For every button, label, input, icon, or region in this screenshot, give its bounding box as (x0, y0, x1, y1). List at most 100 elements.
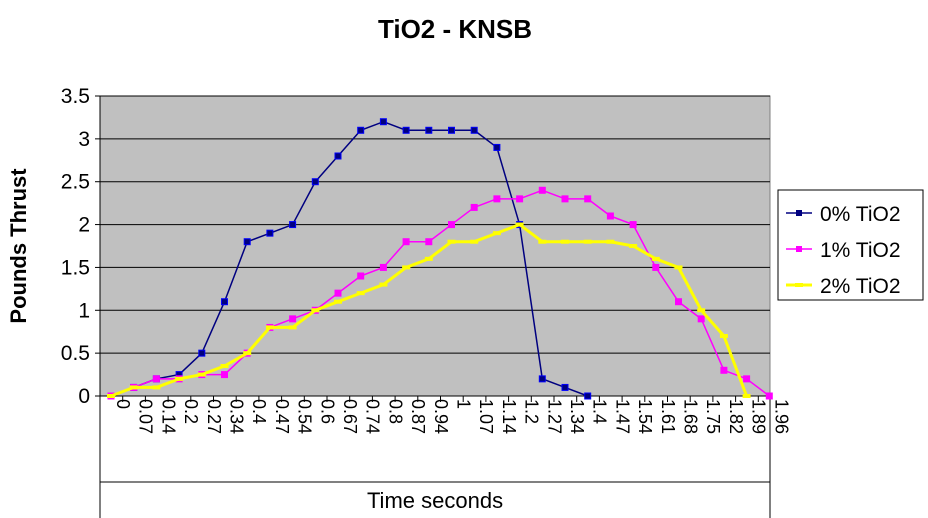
data-point (198, 349, 206, 357)
data-point (425, 238, 433, 246)
x-tick-label: 0.54 (295, 399, 315, 434)
data-point (743, 375, 751, 383)
data-point (424, 256, 433, 261)
y-tick-label: 3.5 (61, 85, 90, 108)
data-point (561, 195, 569, 203)
grid-lines (100, 95, 770, 354)
data-point (107, 394, 115, 398)
data-point (765, 392, 773, 400)
x-tick-label: 0.87 (408, 399, 428, 434)
data-point (334, 289, 342, 297)
series-lines (107, 118, 773, 400)
data-point (493, 143, 501, 151)
y-tick-label: 0.5 (61, 342, 90, 365)
series-line (110, 189, 770, 397)
chart-title: TiO2 - KNSB (378, 14, 532, 44)
data-point (334, 299, 342, 304)
x-tick-label: 1.14 (499, 399, 519, 434)
data-point (470, 126, 478, 134)
x-tick-label: 1.89 (749, 399, 769, 434)
data-point (470, 239, 479, 244)
data-point (265, 325, 274, 330)
data-point (561, 239, 569, 244)
data-point (357, 272, 365, 280)
data-point (221, 371, 228, 379)
x-tick-label: 1.2 (522, 399, 542, 424)
data-point (243, 238, 251, 246)
x-tick-label: 1.68 (681, 399, 701, 434)
data-point (425, 126, 433, 134)
data-point (152, 385, 161, 390)
legend-swatch-marker (795, 283, 803, 287)
legend-entries: 0% TiO2 1% TiO2 2% TiO2 (786, 203, 901, 298)
data-point (675, 298, 682, 306)
data-point (175, 376, 184, 381)
data-point (674, 265, 683, 270)
data-point (288, 325, 297, 330)
data-point (561, 383, 569, 391)
legend-label: 1% TiO2 (820, 239, 901, 262)
series-line (110, 120, 588, 397)
x-tick-label: 1.82 (726, 399, 746, 434)
legend-swatch-marker (796, 246, 802, 252)
legend (777, 189, 924, 301)
x-tick-label: 0.74 (363, 399, 383, 434)
x-tick-label: 0.8 (385, 399, 405, 424)
x-tick-label: 1.96 (771, 399, 791, 434)
data-point (538, 375, 546, 383)
data-point (584, 195, 592, 203)
x-tick-label: 1.61 (658, 399, 678, 434)
data-point (448, 221, 455, 229)
data-point (606, 239, 615, 244)
y-tick-label: 1 (78, 299, 90, 322)
series-2 (107, 222, 751, 398)
plot-area (99, 95, 771, 397)
data-point (220, 364, 229, 368)
data-point (515, 222, 524, 227)
data-point (334, 152, 342, 160)
data-point (583, 239, 592, 244)
x-tick-label: 1.27 (544, 399, 564, 434)
data-point (357, 126, 365, 134)
data-point (448, 126, 455, 134)
data-point (606, 212, 614, 220)
x-tick-label: 1.07 (476, 399, 496, 434)
legend-label: 0% TiO2 (820, 203, 901, 226)
data-point (152, 375, 160, 383)
data-point (629, 244, 638, 248)
data-point (492, 231, 501, 236)
x-tick-label: 0.34 (227, 399, 247, 434)
x-tick-label: 0.2 (181, 399, 201, 424)
x-tick-label: 0.94 (431, 399, 451, 434)
x-tick-label: 0.14 (158, 399, 178, 434)
data-point (652, 263, 660, 271)
x-tick-label: 0.47 (272, 399, 292, 434)
data-point (379, 118, 387, 126)
x-tick-label: 1 (454, 399, 474, 409)
x-tick-label: 1.4 (590, 399, 610, 424)
data-point (221, 298, 228, 306)
data-point (266, 229, 274, 237)
data-point (289, 221, 297, 229)
data-point (243, 351, 252, 356)
data-point (742, 394, 751, 398)
data-point (697, 315, 705, 323)
data-point (538, 239, 547, 244)
data-point (402, 265, 411, 270)
data-point (470, 203, 478, 211)
x-axis-ticks: 0 0.07 0.14 0.2 0.27 0.34 0.4 0.47 0.54 0.6 0.67 0.… (99, 395, 791, 434)
data-point (311, 308, 320, 313)
y-tick-label: 0 (78, 385, 90, 408)
data-point (697, 308, 706, 313)
x-tick-label: 0.4 (249, 399, 269, 424)
data-point (356, 291, 365, 296)
y-axis-ticks: 0 0.5 1 1.5 2 2.5 3 3.5 (61, 85, 101, 408)
y-tick-label: 2 (78, 214, 90, 237)
x-tick-label: 1.54 (635, 399, 655, 434)
x-tick-label: 1.47 (612, 399, 632, 434)
data-point (584, 392, 592, 400)
x-tick-label: 0.07 (136, 399, 156, 434)
data-point (197, 372, 206, 377)
data-point (402, 238, 410, 246)
y-axis-label: Pounds Thrust (6, 168, 31, 324)
